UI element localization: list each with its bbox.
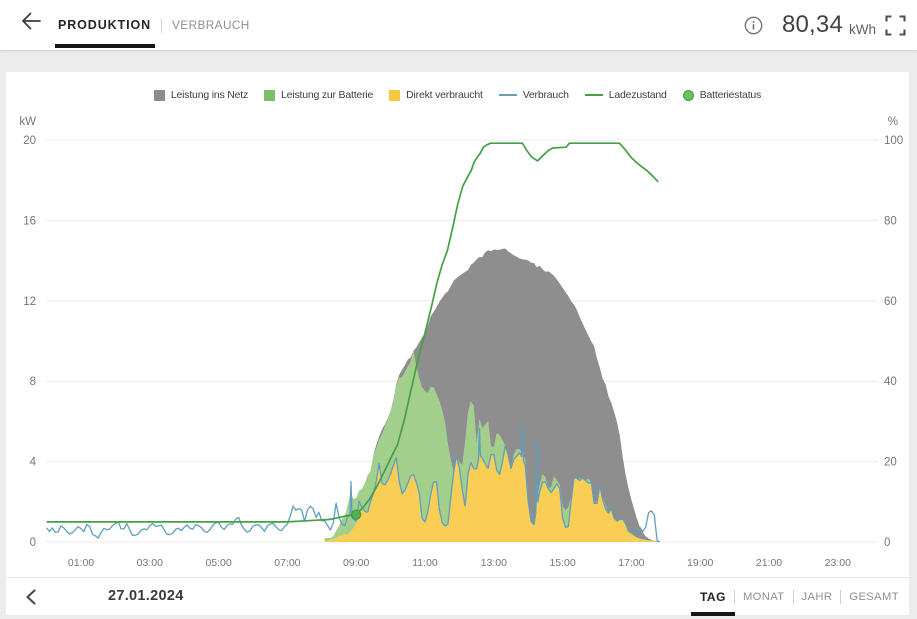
fullscreen-icon	[884, 14, 906, 36]
x-axis-label: 19:00	[687, 557, 713, 569]
legend-label-leistung-ins-netz: Leistung ins Netz	[170, 89, 249, 101]
info-icon	[745, 16, 763, 34]
legend-item-ladezustand[interactable]: Ladezustand	[584, 89, 667, 101]
production-chart: 0 0 4 20 8 40 12 60 16 80 20 100 kW % 01:00 03:00 05:00 0…	[19, 116, 903, 569]
y-axis-label-pct: 40	[884, 376, 897, 388]
tab-verbrauch[interactable]: VERBRAUCH	[171, 0, 251, 50]
legend-label-ladezustand: Ladezustand	[608, 89, 667, 101]
y-axis-label-kw: 20	[23, 135, 36, 147]
total-energy-value: 80,34	[781, 11, 843, 38]
area-direkt-verbraucht	[324, 446, 658, 542]
x-axis-label: 17:00	[618, 557, 644, 569]
legend-swatch-batteriestatus	[682, 89, 694, 101]
tab-produktion[interactable]: PRODUKTION	[55, 0, 156, 50]
legend-label-leistung-zur-batterie: Leistung zur Batterie	[281, 89, 374, 101]
active-tab-underline	[55, 44, 156, 48]
y-axis-label-kw: 12	[23, 296, 36, 308]
chevron-left-icon	[26, 589, 36, 605]
x-axis-label: 09:00	[343, 557, 369, 569]
legend-swatch-verbrauch	[498, 93, 517, 97]
chart-area[interactable]: 0 0 4 20 8 40 12 60 16 80 20 100 kW% 01:00 03:00 05:00 0…	[6, 72, 909, 577]
y-axis-label-pct: 0	[884, 537, 890, 549]
line-ladezustand	[46, 142, 659, 523]
x-axis-label: 11:00	[412, 557, 438, 569]
topbar-right: 80,34 kWh	[742, 0, 908, 50]
legend-item-leistung-zur-batterie[interactable]: Leistung zur Batterie	[264, 89, 373, 101]
legend-item-batteriestatus[interactable]: Batteriestatus	[682, 89, 762, 101]
area-leistung-zur-batterie	[324, 351, 658, 542]
legend-swatch-ladezustand	[584, 93, 603, 97]
x-axis-label: 23:00	[825, 557, 851, 569]
range-tab-gesamt[interactable]: GESAMT	[848, 578, 900, 616]
line-verbrauch	[46, 423, 661, 543]
date-nav-bar: 27.01.2024 TAG MONAT JAHR GESAMT	[6, 577, 909, 616]
batteriestatus-marker[interactable]	[351, 509, 362, 520]
x-axis-label: 21:00	[756, 557, 782, 569]
legend-swatch-leistung-ins-netz	[153, 89, 165, 101]
y-axis-unit-left: kW	[19, 116, 36, 128]
info-button[interactable]	[742, 13, 766, 37]
y-axis-label-pct: 100	[884, 135, 903, 147]
x-axis-label: 01:00	[68, 557, 94, 569]
legend-label-batteriestatus: Batteriestatus	[699, 89, 762, 101]
active-range-underline	[690, 612, 735, 616]
x-axis-label: 03:00	[137, 557, 163, 569]
legend-label-direkt-verbraucht: Direkt verbraucht	[406, 89, 483, 101]
x-axis-label: 07:00	[274, 557, 300, 569]
back-arrow-icon	[22, 12, 41, 30]
fullscreen-button[interactable]	[882, 12, 908, 38]
y-axis-label-kw: 4	[30, 457, 37, 469]
range-tabs: TAG MONAT JAHR GESAMT	[690, 578, 900, 616]
tab-separator	[161, 17, 163, 33]
x-axis-label: 05:00	[205, 557, 231, 569]
y-axis-label-kw: 8	[30, 376, 36, 388]
range-tab-separator	[840, 590, 842, 604]
top-bar: PRODUKTION VERBRAUCH 80,34 kWh	[0, 0, 917, 50]
selected-date: 27.01.2024	[108, 588, 184, 604]
back-button[interactable]	[18, 8, 44, 34]
total-energy-unit: kWh	[849, 21, 876, 37]
legend-label-verbrauch: Verbrauch	[522, 89, 569, 101]
range-tab-separator	[733, 590, 735, 604]
y-axis-label-kw: 0	[30, 537, 36, 549]
range-tab-separator	[792, 590, 794, 604]
legend-swatch-leistung-zur-batterie	[264, 89, 276, 101]
legend-item-verbrauch[interactable]: Verbrauch	[498, 89, 569, 101]
y-axis-label-pct: 60	[884, 296, 897, 308]
previous-day-button[interactable]	[18, 583, 46, 611]
y-axis-label-kw: 16	[23, 215, 36, 227]
view-tabs: PRODUKTION VERBRAUCH	[55, 0, 251, 50]
area-leistung-ins-netz	[324, 248, 658, 542]
y-axis-label-pct: 80	[884, 215, 897, 227]
chart-legend: Leistung ins Netz Leistung zur Batterie Di…	[6, 89, 909, 101]
chart-card: 0 0 4 20 8 40 12 60 16 80 20 100 kW% 01:00 03:00 05:00 0…	[6, 72, 909, 616]
range-tab-monat[interactable]: MONAT	[742, 578, 786, 616]
y-axis-label-pct: 20	[884, 457, 897, 469]
legend-swatch-direkt-verbraucht	[389, 89, 401, 101]
legend-item-leistung-ins-netz[interactable]: Leistung ins Netz	[153, 89, 249, 101]
x-axis-label: 15:00	[549, 557, 575, 569]
y-axis-unit-right: %	[888, 116, 898, 128]
range-tab-jahr[interactable]: JAHR	[801, 578, 834, 616]
tab-produktion-label: PRODUKTION	[58, 18, 152, 32]
x-axis-label: 13:00	[481, 557, 507, 569]
tab-verbrauch-label: VERBRAUCH	[172, 18, 250, 32]
range-tab-tag[interactable]: TAG	[690, 578, 735, 616]
legend-item-direkt-verbraucht[interactable]: Direkt verbraucht	[389, 89, 483, 101]
